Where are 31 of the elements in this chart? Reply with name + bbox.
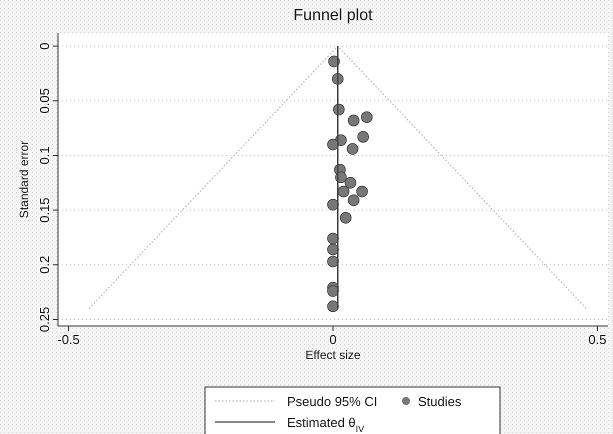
y-tick-label: 0: [37, 42, 52, 50]
point: [357, 131, 369, 143]
point: [327, 300, 339, 312]
legend-label: Estimated θ$_{IV}$: [287, 415, 366, 434]
y-tick-label: 0.1: [37, 146, 52, 164]
point: [327, 285, 339, 297]
point: [356, 186, 368, 198]
point: [327, 256, 339, 268]
point: [344, 176, 356, 189]
y-axis-title: Standard error: [17, 140, 31, 218]
point: [327, 232, 339, 244]
point: [340, 212, 352, 224]
point: [327, 198, 339, 210]
legend-label: Studies: [418, 394, 462, 409]
point: [348, 194, 360, 206]
chart-title: Funnel plot: [293, 7, 374, 24]
x-tick-label: 0.5: [588, 332, 606, 347]
point: [338, 186, 350, 198]
point: [361, 111, 373, 123]
point: [327, 244, 339, 256]
point: [348, 114, 360, 126]
legend-label: Pseudo 95% CI: [287, 394, 378, 409]
x-axis-title: Effect size: [305, 348, 361, 362]
point: [327, 138, 339, 150]
x-tick-label: -0.5: [57, 332, 80, 347]
y-tick-label: 0.15: [37, 197, 52, 223]
y-tick-label: 0.05: [37, 88, 52, 114]
y-tick-label: 0.25: [37, 306, 52, 332]
x-tick-label: 0: [329, 332, 337, 347]
point: [346, 143, 358, 155]
y-tick-label: 0.2: [37, 256, 52, 274]
